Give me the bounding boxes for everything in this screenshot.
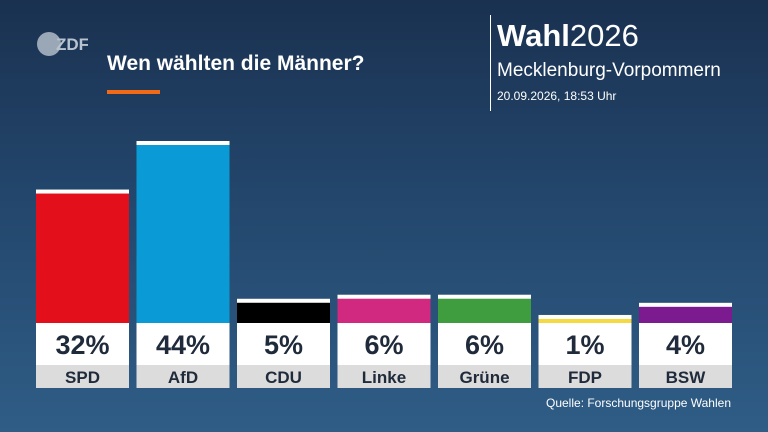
zdf-logo-icon: ZDF	[37, 32, 88, 56]
bar-cdu	[237, 302, 330, 323]
data-label: 4%	[666, 330, 705, 360]
value-label-box	[639, 323, 732, 365]
zdf-logo-text: ZDF	[56, 35, 88, 54]
bar-afd	[136, 145, 230, 323]
bar-grüne	[438, 298, 531, 323]
value-label-box	[136, 323, 230, 365]
timestamp: 20.09.2026, 18:53 Uhr	[497, 89, 617, 103]
data-label: 6%	[465, 330, 504, 360]
category-label: BSW	[666, 368, 707, 387]
category-label: Linke	[362, 368, 406, 387]
category-label: Grüne	[459, 368, 509, 387]
region-name: Mecklenburg-Vorpommern	[497, 60, 721, 81]
election-brand: Wahl2026	[497, 17, 639, 55]
source-note: Quelle: Forschungsgruppe Wahlen	[546, 396, 731, 410]
chart-title: Wen wählten die Männer?	[107, 52, 365, 75]
category-label-box	[237, 365, 330, 388]
bar-fdp	[538, 318, 632, 323]
category-label: CDU	[265, 368, 302, 387]
brand-year: 2026	[569, 18, 639, 53]
value-label-box	[36, 323, 129, 365]
category-label: SPD	[65, 368, 100, 387]
category-label-box	[136, 365, 230, 388]
value-label-box	[438, 323, 531, 365]
data-label: 32%	[55, 330, 109, 360]
category-label-box	[36, 365, 129, 388]
header-divider	[490, 15, 491, 111]
bar-linke	[337, 298, 431, 323]
category-label-box	[538, 365, 632, 388]
value-label-box	[237, 323, 330, 365]
data-label: 44%	[156, 330, 210, 360]
bar-bsw	[639, 306, 732, 323]
title-accent-line	[107, 90, 160, 94]
category-label: AfD	[168, 368, 198, 387]
category-label-box	[337, 365, 431, 388]
category-label: FDP	[568, 368, 602, 387]
category-label-box	[639, 365, 732, 388]
data-label: 1%	[565, 330, 604, 360]
value-label-box	[337, 323, 431, 365]
value-label-box	[538, 323, 632, 365]
category-label-box	[438, 365, 531, 388]
brand-wahl: Wahl	[497, 18, 570, 53]
data-label: 6%	[364, 330, 403, 360]
data-label: 5%	[264, 330, 303, 360]
bar-spd	[36, 193, 129, 323]
